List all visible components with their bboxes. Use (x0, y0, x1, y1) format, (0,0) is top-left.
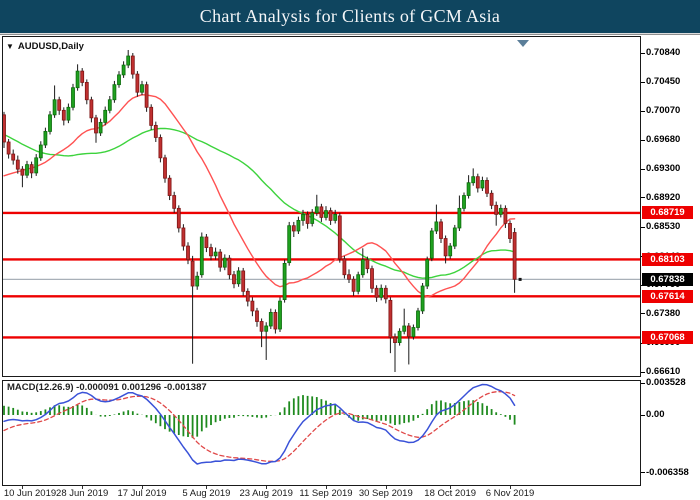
date-axis-tick (450, 486, 452, 489)
macd-canvas[interactable] (3, 381, 640, 485)
price-axis-tick-label: 0.69300 (646, 163, 681, 175)
horizontal-lines-group (3, 211, 640, 339)
date-axis-label: 11 Sep 2019 (299, 488, 353, 499)
price-axis-dash (641, 168, 645, 170)
date-axis-tick (510, 486, 511, 489)
date-axis-tick (326, 486, 327, 489)
price-axis-tick-label: 0.68530 (646, 221, 681, 233)
candles-group (3, 49, 517, 372)
page-title: Chart Analysis for Clients of GCM Asia (199, 6, 501, 26)
price-axis-dash (641, 197, 645, 199)
price-axis-dash (641, 371, 645, 373)
price-axis-dash (641, 313, 645, 315)
chart-shift-marker-icon[interactable] (517, 40, 529, 47)
price-axis-dash (641, 226, 645, 228)
price-axis-tick-label: 0.68920 (646, 191, 681, 203)
price-axis-tick-label: 0.70450 (646, 76, 681, 88)
date-axis-tick (22, 486, 24, 489)
macd-axis-tick-label: 0.003528 (646, 377, 686, 388)
date-axis-tick (206, 486, 208, 489)
macd-values-label: MACD(12.26.9) -0.000091 0.001296 -0.0013… (7, 382, 207, 393)
level-price-tag: 0.68719 (642, 206, 693, 220)
date-axis-tick (142, 486, 143, 489)
moving-averages-group (3, 94, 516, 298)
price-axis-tick-label: 0.66610 (646, 366, 681, 377)
price-axis-tick-label: 0.69680 (646, 134, 681, 146)
last-price-dot (518, 277, 522, 281)
main-chart-canvas[interactable] (3, 37, 640, 376)
date-axis-tick (82, 486, 84, 489)
macd-indicator-window[interactable] (2, 380, 641, 486)
macd-axis-tick-label: -0.006358 (646, 466, 689, 478)
macd-lines-group (3, 383, 516, 465)
macd-axis-dash (641, 472, 645, 474)
macd-axis-dash (641, 414, 645, 416)
title-bevel-light (0, 33, 700, 34)
date-axis-tick (266, 486, 268, 489)
date-axis-label: 17 Jul 2019 (117, 488, 167, 499)
price-axis-dash (641, 52, 645, 54)
price-axis-tick-label: 0.70070 (646, 105, 681, 117)
level-price-tag: 0.68103 (642, 252, 693, 266)
price-axis-tick-label: 0.67380 (646, 307, 681, 319)
date-axis-label: 5 Aug 2019 (182, 488, 231, 499)
date-axis-label: 28 Jun 2019 (56, 488, 109, 499)
title-bar: Chart Analysis for Clients of GCM Asia (0, 0, 700, 33)
price-axis-dash (641, 110, 645, 112)
level-price-tag: 0.67068 (642, 330, 693, 344)
price-axis-tick-label: 0.70840 (646, 47, 681, 58)
macd-axis-tick-label: 0.00 (646, 409, 665, 420)
date-axis-label: 18 Oct 2019 (424, 488, 477, 499)
macd-histogram (3, 395, 516, 439)
symbol-timeframe-text: AUDUSD,Daily (17, 41, 84, 52)
date-axis-tick (385, 486, 387, 489)
date-axis-label: 10 Jun 2019 (3, 488, 57, 499)
title-bevel-dark (0, 34, 700, 35)
symbol-dropdown-icon[interactable]: ▼ (6, 41, 14, 51)
price-axis-dash (641, 139, 645, 141)
level-price-tag: 0.67614 (642, 289, 693, 303)
price-axis-dash (641, 81, 645, 83)
current-price-tag: 0.67838 (642, 272, 693, 286)
symbol-label[interactable]: ▼ AUDUSD,Daily (6, 41, 84, 52)
date-axis-label: 6 Nov 2019 (485, 488, 535, 499)
macd-axis-dash (641, 382, 645, 384)
date-axis-label: 23 Aug 2019 (239, 488, 293, 499)
date-axis-label: 30 Sep 2019 (358, 488, 413, 499)
